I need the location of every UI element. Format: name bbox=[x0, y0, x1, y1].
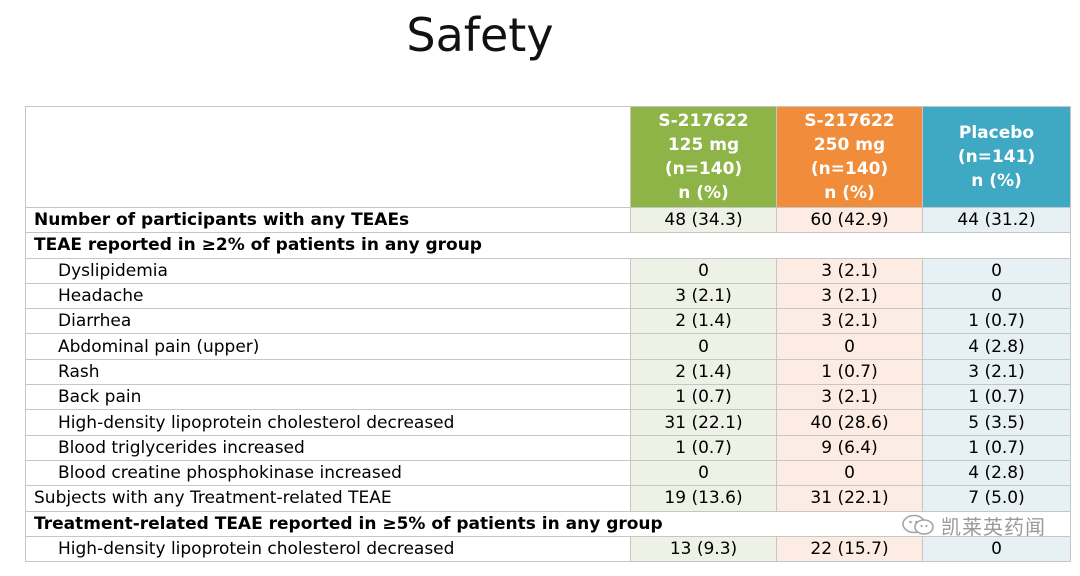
table-row: Blood creatine phosphokinase increased 0… bbox=[25, 459, 1071, 487]
row-label: Diarrhea bbox=[25, 308, 631, 335]
table-row: Back pain 1 (0.7) 3 (2.1) 1 (0.7) bbox=[25, 384, 1071, 411]
cell-placebo: 1 (0.7) bbox=[922, 308, 1071, 335]
cell-125mg: 1 (0.7) bbox=[630, 434, 777, 461]
cell-125mg: 3 (2.1) bbox=[630, 282, 777, 310]
cell-125mg: 0 bbox=[630, 459, 777, 487]
cell-placebo: 0 bbox=[922, 257, 1071, 284]
cell-placebo: 3 (2.1) bbox=[922, 358, 1071, 386]
wechat-icon bbox=[902, 514, 934, 535]
cell-250mg: 40 (28.6) bbox=[776, 409, 923, 436]
cell-125mg: 0 bbox=[630, 257, 777, 284]
cell-250mg: 1 (0.7) bbox=[776, 358, 923, 386]
section-label: Treatment-related TEAE reported in ≥5% o… bbox=[25, 510, 1071, 537]
header-placebo: Placebo (n=141) n (%) bbox=[922, 106, 1071, 208]
cell-250mg: 31 (22.1) bbox=[776, 485, 923, 512]
cell-placebo: 5 (3.5) bbox=[922, 409, 1071, 436]
safety-table: S-217622 125 mg (n=140) n (%) S-217622 2… bbox=[25, 106, 1071, 563]
watermark-text: 凯莱英药闻 bbox=[941, 514, 1046, 539]
header-s217622-250mg: S-217622 250 mg (n=140) n (%) bbox=[776, 106, 923, 208]
cell-250mg: 3 (2.1) bbox=[776, 308, 923, 335]
row-label: Rash bbox=[25, 358, 631, 386]
cell-250mg: 22 (15.7) bbox=[776, 535, 923, 563]
row-label: Dyslipidemia bbox=[25, 257, 631, 284]
cell-125mg: 2 (1.4) bbox=[630, 308, 777, 335]
section-row: Treatment-related TEAE reported in ≥5% o… bbox=[25, 510, 1071, 537]
cell-125mg: 19 (13.6) bbox=[630, 485, 777, 512]
cell-125mg: 0 bbox=[630, 333, 777, 360]
cell-125mg: 48 (34.3) bbox=[630, 206, 777, 234]
section-label: TEAE reported in ≥2% of patients in any … bbox=[25, 232, 1071, 259]
row-label: Headache bbox=[25, 282, 631, 310]
row-label: Abdominal pain (upper) bbox=[25, 333, 631, 360]
cell-placebo: 4 (2.8) bbox=[922, 459, 1071, 487]
cell-250mg: 3 (2.1) bbox=[776, 282, 923, 310]
table-row: Number of participants with any TEAEs 48… bbox=[25, 206, 1071, 234]
cell-placebo: 7 (5.0) bbox=[922, 485, 1071, 512]
cell-250mg: 60 (42.9) bbox=[776, 206, 923, 234]
table-row: High-density lipoprotein cholesterol dec… bbox=[25, 409, 1071, 436]
row-label: High-density lipoprotein cholesterol dec… bbox=[25, 535, 631, 563]
row-label: Back pain bbox=[25, 384, 631, 411]
cell-125mg: 2 (1.4) bbox=[630, 358, 777, 386]
cell-250mg: 0 bbox=[776, 459, 923, 487]
cell-250mg: 3 (2.1) bbox=[776, 257, 923, 284]
table-row: High-density lipoprotein cholesterol dec… bbox=[25, 535, 1071, 563]
row-label: Blood triglycerides increased bbox=[25, 434, 631, 461]
table-row: Diarrhea 2 (1.4) 3 (2.1) 1 (0.7) bbox=[25, 308, 1071, 335]
table-row: Headache 3 (2.1) 3 (2.1) 0 bbox=[25, 282, 1071, 310]
cell-250mg: 9 (6.4) bbox=[776, 434, 923, 461]
cell-125mg: 13 (9.3) bbox=[630, 535, 777, 563]
table-row: Rash 2 (1.4) 1 (0.7) 3 (2.1) bbox=[25, 358, 1071, 386]
header-s217622-125mg: S-217622 125 mg (n=140) n (%) bbox=[630, 106, 777, 208]
table-row: Blood triglycerides increased 1 (0.7) 9 … bbox=[25, 434, 1071, 461]
header-empty-cell bbox=[25, 106, 631, 208]
cell-250mg: 0 bbox=[776, 333, 923, 360]
table-header-row: S-217622 125 mg (n=140) n (%) S-217622 2… bbox=[25, 106, 1071, 208]
cell-placebo: 1 (0.7) bbox=[922, 434, 1071, 461]
table-row: Dyslipidemia 0 3 (2.1) 0 bbox=[25, 257, 1071, 284]
cell-placebo: 4 (2.8) bbox=[922, 333, 1071, 360]
cell-125mg: 1 (0.7) bbox=[630, 384, 777, 411]
table-row: Subjects with any Treatment-related TEAE… bbox=[25, 485, 1071, 512]
table-row: Abdominal pain (upper) 0 0 4 (2.8) bbox=[25, 333, 1071, 360]
slide-title: Safety bbox=[406, 8, 554, 62]
cell-125mg: 31 (22.1) bbox=[630, 409, 777, 436]
cell-placebo: 44 (31.2) bbox=[922, 206, 1071, 234]
cell-placebo: 0 bbox=[922, 535, 1071, 563]
row-label: Subjects with any Treatment-related TEAE bbox=[25, 485, 631, 512]
row-label: Number of participants with any TEAEs bbox=[25, 206, 631, 234]
row-label: Blood creatine phosphokinase increased bbox=[25, 459, 631, 487]
row-label: High-density lipoprotein cholesterol dec… bbox=[25, 409, 631, 436]
watermark: 凯莱英药闻 bbox=[901, 512, 1046, 539]
cell-250mg: 3 (2.1) bbox=[776, 384, 923, 411]
cell-placebo: 0 bbox=[922, 282, 1071, 310]
section-row: TEAE reported in ≥2% of patients in any … bbox=[25, 232, 1071, 259]
cell-placebo: 1 (0.7) bbox=[922, 384, 1071, 411]
